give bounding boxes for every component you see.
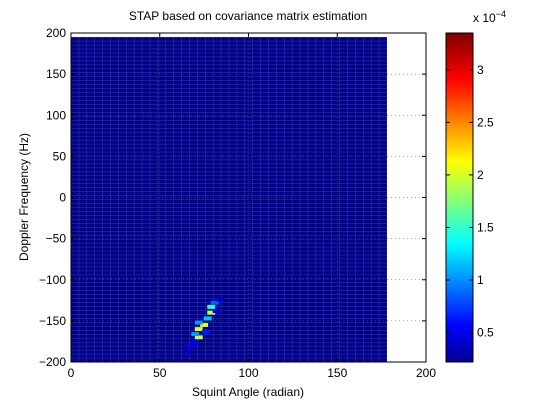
colorbar: 0.5 1 1.5 2 2.5 3 x 10−4 — [445, 9, 506, 363]
plot-axes: 0 50 100 150 200 −200 −150 −100 −50 0 50 100 150 200 — [39, 26, 436, 380]
x-tick-label: 0 — [68, 366, 75, 380]
heatmap-cell — [191, 332, 200, 337]
heatmap-cell — [201, 329, 210, 334]
x-axis-label: Squint Angle (radian) — [192, 385, 304, 399]
colorbar-gradient — [446, 33, 473, 362]
colorbar-frame — [445, 32, 474, 363]
colorbar-ticks: 0.5 1 1.5 2 2.5 3 — [446, 63, 494, 340]
y-tick-label: −150 — [39, 314, 66, 328]
y-tick-label: −100 — [39, 273, 66, 287]
y-tick-label: 200 — [46, 26, 66, 40]
x-axis: 0 50 100 150 200 — [68, 33, 436, 380]
colorbar-tick-label: 2.5 — [477, 115, 494, 129]
colorbar-tick-label: 3 — [477, 63, 484, 77]
colorbar-tick-label: 2 — [477, 168, 484, 182]
y-tick-label: 0 — [59, 191, 66, 205]
y-tick-label: 100 — [46, 108, 66, 122]
colorbar-tick-label: 0.5 — [477, 326, 494, 340]
heatmap-cell — [200, 323, 209, 327]
heatmap-cell — [207, 304, 216, 309]
heatmap-cell — [191, 340, 200, 345]
x-tick-label: 150 — [327, 366, 347, 380]
x-tick-label: 100 — [238, 366, 258, 380]
y-tick-label: 50 — [53, 149, 67, 163]
y-tick-label: −50 — [46, 232, 67, 246]
y-tick-label: 150 — [46, 67, 66, 81]
heatmap-cell — [194, 320, 203, 325]
heatmap-cell — [212, 309, 221, 313]
y-axis: −200 −150 −100 −50 0 50 100 150 200 — [39, 26, 426, 369]
y-tick-label: −200 — [39, 355, 66, 369]
y-axis-label: Doppler Frequency (Hz) — [17, 133, 31, 261]
heatmap-cell — [210, 300, 219, 305]
x-tick-label: 50 — [153, 366, 167, 380]
x-tick-label: 200 — [416, 366, 436, 380]
heatmap-cells — [71, 37, 387, 363]
heatmap-cell — [194, 335, 203, 340]
heatmap-cell — [185, 343, 194, 348]
heatmap-cell — [182, 350, 191, 355]
colorbar-tick-label: 1 — [477, 273, 484, 287]
colorbar-multiplier: x 10−4 — [473, 9, 506, 25]
colorbar-tick-label: 1.5 — [477, 220, 494, 234]
heatmap-cell — [203, 316, 212, 321]
heatmap-cell — [207, 310, 216, 315]
heatmap-cell — [194, 327, 203, 332]
chart-title: STAP based on covariance matrix estimati… — [129, 9, 367, 23]
grid-lines — [71, 33, 426, 362]
heatmap-cell — [216, 297, 225, 302]
